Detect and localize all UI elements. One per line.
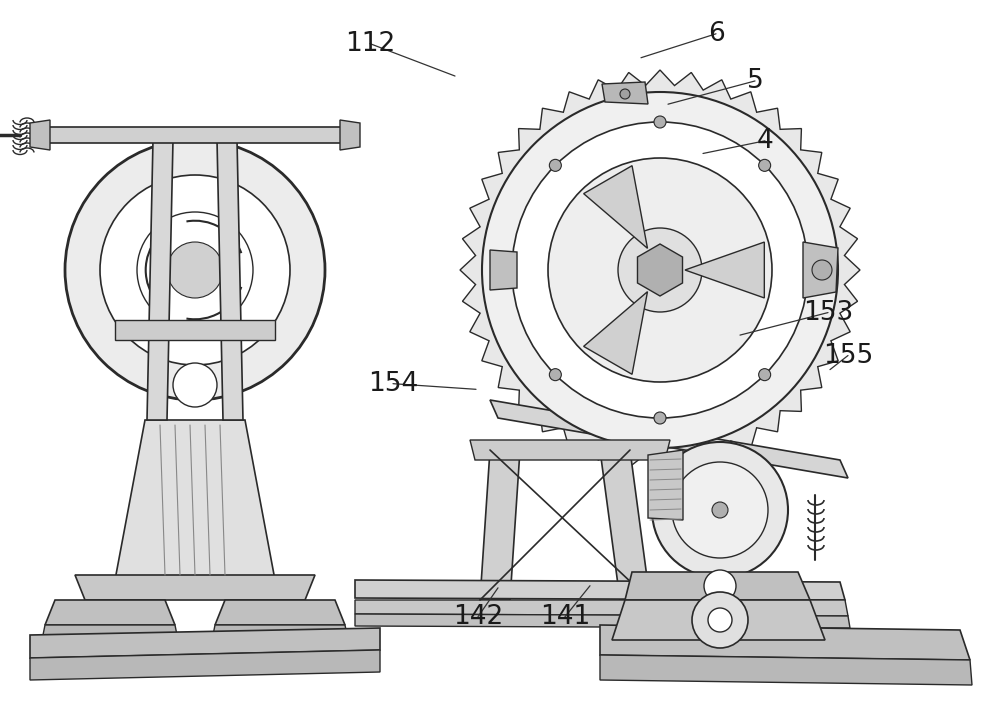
Polygon shape	[215, 600, 345, 625]
Circle shape	[65, 140, 325, 400]
Polygon shape	[584, 291, 648, 375]
Polygon shape	[210, 625, 350, 650]
Polygon shape	[490, 400, 848, 478]
Polygon shape	[340, 120, 360, 150]
Circle shape	[548, 158, 772, 382]
Polygon shape	[600, 625, 970, 660]
Circle shape	[708, 608, 732, 632]
Circle shape	[618, 228, 702, 312]
Text: 154: 154	[368, 371, 418, 396]
Text: 155: 155	[823, 343, 873, 368]
Circle shape	[812, 260, 832, 280]
Polygon shape	[600, 655, 972, 685]
Circle shape	[712, 502, 728, 518]
Text: 142: 142	[453, 604, 503, 629]
Polygon shape	[355, 580, 845, 600]
Polygon shape	[115, 420, 275, 580]
Circle shape	[173, 363, 217, 407]
Circle shape	[652, 442, 788, 578]
Polygon shape	[480, 450, 520, 600]
Circle shape	[167, 242, 223, 298]
Polygon shape	[803, 242, 838, 298]
Polygon shape	[470, 440, 670, 460]
Polygon shape	[685, 242, 764, 298]
Polygon shape	[355, 600, 848, 616]
Polygon shape	[460, 70, 860, 470]
Circle shape	[642, 252, 678, 288]
Text: 5: 5	[747, 68, 763, 94]
Polygon shape	[147, 140, 173, 420]
Circle shape	[549, 369, 561, 381]
Text: 112: 112	[345, 31, 395, 56]
Polygon shape	[115, 320, 275, 340]
Text: 4: 4	[757, 128, 773, 153]
Polygon shape	[637, 244, 683, 296]
Polygon shape	[612, 600, 825, 640]
Circle shape	[654, 412, 666, 424]
Circle shape	[100, 175, 290, 365]
Polygon shape	[45, 600, 175, 625]
Polygon shape	[30, 120, 50, 150]
Polygon shape	[625, 572, 810, 600]
Circle shape	[654, 116, 666, 128]
Polygon shape	[648, 450, 683, 520]
Text: 141: 141	[540, 604, 590, 629]
Polygon shape	[355, 614, 850, 628]
Polygon shape	[30, 628, 380, 658]
Polygon shape	[217, 140, 243, 420]
Circle shape	[137, 212, 253, 328]
Circle shape	[512, 122, 808, 418]
Circle shape	[704, 570, 736, 602]
Circle shape	[759, 369, 771, 381]
Polygon shape	[600, 450, 650, 600]
Circle shape	[482, 92, 838, 448]
Text: 6: 6	[708, 21, 724, 46]
Circle shape	[672, 462, 768, 558]
Circle shape	[549, 159, 561, 171]
Circle shape	[759, 159, 771, 171]
Polygon shape	[40, 127, 350, 143]
Text: 153: 153	[803, 300, 853, 325]
Circle shape	[620, 89, 630, 99]
Polygon shape	[40, 625, 180, 650]
Polygon shape	[490, 250, 517, 290]
Polygon shape	[30, 650, 380, 680]
Polygon shape	[602, 82, 648, 104]
Polygon shape	[75, 575, 315, 600]
Polygon shape	[584, 165, 648, 249]
Circle shape	[692, 592, 748, 648]
